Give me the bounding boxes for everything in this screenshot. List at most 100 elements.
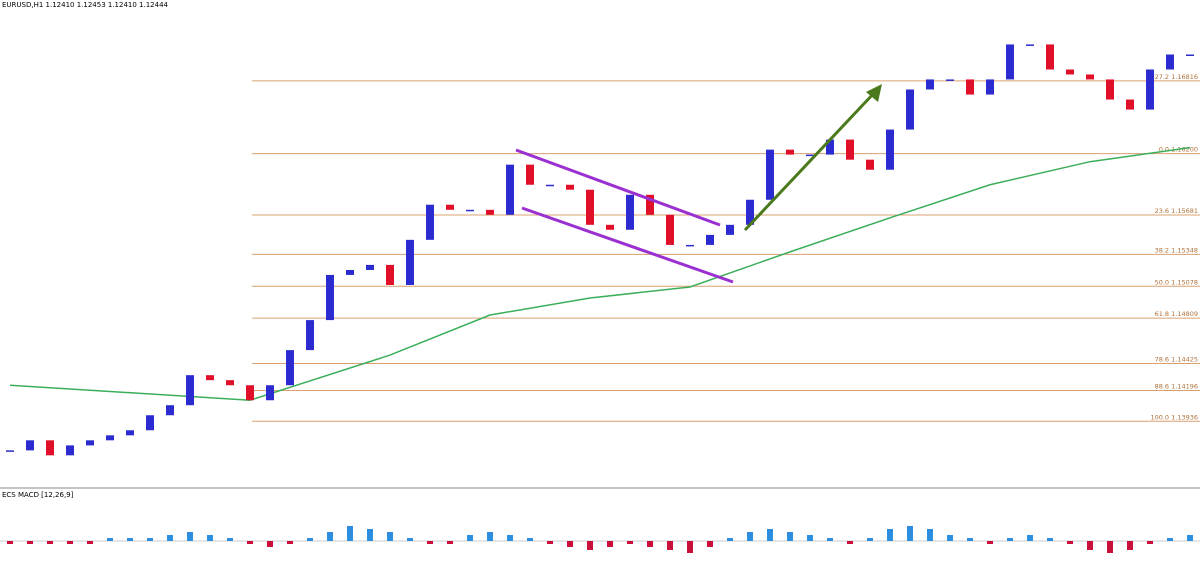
macd-bar [127, 538, 133, 541]
candle [1026, 44, 1034, 46]
candle [906, 89, 914, 130]
candle [866, 159, 874, 170]
candle [466, 209, 474, 212]
macd-bar [807, 535, 813, 541]
candle [366, 264, 374, 270]
macd-bar [267, 541, 273, 547]
candle [626, 194, 634, 230]
macd-bar [1127, 541, 1133, 550]
chart-title: EURUSD,H1 1.12410 1.12453 1.12410 1.1244… [2, 1, 169, 9]
fib-label: 78.6 1.14425 [1155, 355, 1198, 363]
candle [566, 184, 574, 190]
candle [806, 154, 814, 157]
macd-bar [967, 538, 973, 541]
macd-bar [27, 541, 33, 544]
candle [786, 149, 794, 155]
candle [1046, 44, 1054, 70]
candle [846, 139, 854, 160]
fib-label: 61.8 1.14809 [1155, 310, 1198, 318]
fib-label: 100.0 1.13936 [1150, 413, 1198, 421]
macd-bar [527, 538, 533, 541]
macd-bar [707, 541, 713, 547]
candle [1066, 69, 1074, 75]
macd-bar [1007, 538, 1013, 541]
candle [686, 244, 694, 247]
macd-bar [767, 529, 773, 541]
candle [986, 79, 994, 95]
macd-bar [567, 541, 573, 547]
candle [766, 149, 774, 200]
macd-bar [927, 529, 933, 541]
macd-bar [627, 541, 633, 544]
candle [886, 129, 894, 170]
candle [266, 385, 274, 401]
candle [246, 385, 254, 401]
candle [106, 435, 114, 441]
macd-bar [787, 532, 793, 541]
candle [666, 214, 674, 245]
macd-bar [487, 532, 493, 541]
candle [546, 184, 554, 187]
candle [306, 320, 314, 351]
candle [646, 194, 654, 215]
macd-bar [287, 541, 293, 544]
candle [1126, 99, 1134, 110]
candle [206, 375, 214, 381]
candle [146, 415, 154, 431]
macd-bar [1067, 541, 1073, 544]
candle [226, 380, 234, 386]
candle [726, 224, 734, 235]
macd-bar [847, 541, 853, 544]
channel-lower [521, 206, 734, 284]
macd-bar [47, 541, 53, 544]
macd-bar [587, 541, 593, 550]
candle [706, 234, 714, 245]
candle [526, 164, 534, 185]
macd-bar [467, 535, 473, 541]
macd-bar [147, 538, 153, 541]
macd-bar [1027, 535, 1033, 541]
trend-arrow-head [866, 84, 882, 102]
macd-bar [607, 541, 613, 547]
candle [966, 79, 974, 95]
candle [946, 79, 954, 81]
candle [186, 375, 194, 406]
macd-bar [427, 541, 433, 544]
channel-upper [515, 148, 721, 227]
macd-bar [907, 526, 913, 541]
macd-bar [167, 535, 173, 541]
macd-bar [827, 538, 833, 541]
candle [1186, 54, 1194, 56]
candle [746, 199, 754, 225]
macd-bar [747, 532, 753, 541]
candle [1106, 79, 1114, 100]
macd-bar [867, 538, 873, 541]
macd-bar [407, 538, 413, 541]
candle [166, 405, 174, 416]
candle [506, 164, 514, 215]
macd-bar [1107, 541, 1113, 553]
macd-bar [727, 538, 733, 541]
macd-bar [7, 541, 13, 544]
macd-bar [107, 538, 113, 541]
candle [826, 139, 834, 155]
macd-bar [367, 529, 373, 541]
fib-label: 88.6 1.14196 [1155, 383, 1198, 391]
macd-bar [1167, 538, 1173, 541]
candle [486, 209, 494, 215]
macd-bar [447, 541, 453, 544]
candle [1146, 69, 1154, 110]
macd-bar [327, 532, 333, 541]
macd-bar [887, 529, 893, 541]
candle [46, 440, 54, 456]
candle [426, 204, 434, 240]
macd-bar [227, 538, 233, 541]
macd-bar [207, 535, 213, 541]
candle [66, 445, 74, 456]
macd-bar [987, 541, 993, 544]
candle [606, 224, 614, 230]
candle [126, 430, 134, 436]
candle [406, 239, 414, 285]
